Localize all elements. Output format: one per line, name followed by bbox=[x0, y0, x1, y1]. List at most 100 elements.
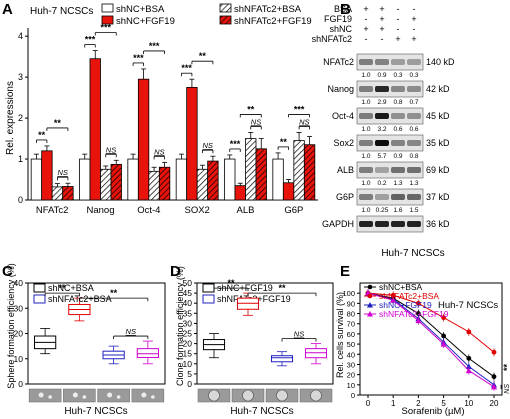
boxC-y-tick-label: 0 bbox=[18, 379, 23, 389]
panel-b-treatment-sign: + bbox=[363, 4, 368, 14]
panel-b-protein-label: Nanog bbox=[327, 84, 354, 94]
panel-b-treatment-sign: - bbox=[365, 14, 368, 24]
panel-a-bar bbox=[224, 158, 236, 201]
panel-b-mw-label: 140 kD bbox=[426, 57, 455, 67]
panel-b-blot-band bbox=[375, 194, 389, 200]
panel-b-blot-band bbox=[359, 59, 373, 65]
boxC-sample-image bbox=[131, 388, 165, 403]
panel-b-mw-label: 37 kD bbox=[426, 192, 450, 202]
panel-b-blot-band bbox=[359, 221, 373, 227]
panel-d-cell-label: Huh-7 NCSCs bbox=[230, 406, 293, 417]
panel-e-point bbox=[415, 317, 422, 324]
panel-b-treatment-sign: + bbox=[379, 4, 384, 14]
panel-a-x-tick-label: SOX2 bbox=[184, 205, 209, 216]
boxD-ns-label: NS bbox=[294, 330, 304, 339]
panel-b-blot-membrane bbox=[356, 107, 424, 125]
panel-a-sig-label: *** bbox=[149, 41, 160, 51]
panel-b-treatment-sign: + bbox=[379, 14, 384, 24]
boxC-y-tick-label: 10 bbox=[14, 354, 24, 364]
boxD-sample-well bbox=[242, 389, 254, 402]
boxC-sig-label: ** bbox=[110, 288, 118, 298]
boxC-sample-sphere bbox=[116, 395, 121, 399]
panel-b-density-value: 0.8 bbox=[393, 99, 402, 106]
panel-a-bar bbox=[41, 150, 53, 201]
panel-e: E Rel. cells survival (%) Sorafenib (µM)… bbox=[335, 263, 510, 417]
panel-e-point bbox=[466, 329, 472, 335]
legend-label-shnfatc2-fgf19: shNFATc2+FGF19 bbox=[234, 16, 312, 27]
panel-a: A Huh-7 NCSCs shNC+BSA shNFATc2+BSA shNC… bbox=[2, 1, 318, 216]
panel-b-treatment-sign: + bbox=[411, 34, 416, 44]
panel-e-x-tick-label: 2 bbox=[416, 399, 421, 408]
panel-a-ns-label: NS bbox=[299, 117, 309, 126]
legend-label-shnc-bsa: shNC+BSA bbox=[116, 4, 165, 15]
panel-a-sig-label: *** bbox=[294, 104, 305, 114]
panel-e-sig-label: ** bbox=[502, 363, 510, 371]
panel-a-bar bbox=[51, 186, 64, 201]
panel-e-legend-marker bbox=[367, 311, 373, 317]
panel-b-mw-label: 69 kD bbox=[426, 165, 450, 175]
panel-a-bar bbox=[186, 86, 198, 201]
panel-e-letter: E bbox=[340, 263, 350, 280]
panel-b-treatment-sign: - bbox=[397, 24, 400, 34]
panel-b-blot-band bbox=[359, 194, 373, 200]
panel-a-ns-label: NS bbox=[106, 145, 116, 154]
panel-a-sig-label: *** bbox=[100, 23, 111, 33]
panel-b-blot-band bbox=[407, 86, 421, 92]
panel-a-letter: A bbox=[2, 1, 13, 18]
panel-a-bar bbox=[245, 138, 257, 201]
panel-a-bar bbox=[175, 158, 188, 201]
panel-a-bar bbox=[137, 78, 150, 201]
boxC-y-tick-label: 30 bbox=[14, 303, 24, 313]
panel-b-protein-label: Oct-4 bbox=[332, 111, 354, 121]
panel-e-y-tick-label: 10 bbox=[347, 381, 355, 390]
panel-e-y-tick-label: 90 bbox=[347, 299, 355, 308]
panel-b-treatment-sign: - bbox=[397, 14, 400, 24]
panel-a-sig-label: ** bbox=[199, 51, 207, 61]
panel-a-bar bbox=[293, 140, 305, 201]
boxC-sample-sphere bbox=[82, 395, 87, 399]
panel-a-ylabel: Rel. expressions bbox=[5, 81, 16, 155]
panel-a-ns-label: NS bbox=[57, 168, 67, 177]
panel-d-letter: D bbox=[170, 263, 181, 280]
panel-a-ns-label: NS bbox=[202, 141, 212, 150]
panel-a-y-tick-label: 0 bbox=[18, 195, 23, 205]
boxD-box bbox=[304, 348, 328, 359]
boxC-sample-sphere bbox=[107, 392, 113, 398]
panel-b-blot-band bbox=[375, 167, 389, 173]
panel-b-treatment-sign: - bbox=[365, 34, 368, 44]
panel-e-legend-label: shNFATc2+FGF19 bbox=[379, 309, 449, 319]
panel-e-frame bbox=[359, 282, 503, 396]
panel-b-blot-band bbox=[407, 194, 421, 200]
panel-e-y-tick-label: 30 bbox=[347, 360, 355, 369]
panel-e-x-tick-label: 5 bbox=[441, 399, 446, 408]
panel-c-cell-label: Huh-7 NCSCs bbox=[64, 406, 127, 417]
panel-a-sig-label: *** bbox=[133, 53, 144, 63]
panel-d-ylabel: Clone formation efficiency (%) bbox=[175, 266, 185, 386]
panel-b-blot-band bbox=[375, 140, 389, 146]
panel-b-treatment-label: BSA bbox=[334, 4, 352, 14]
panel-b-density-value: 1.0 bbox=[361, 207, 370, 214]
panel-e-ns-label: NS bbox=[504, 384, 510, 394]
panel-b-blot-band bbox=[407, 167, 421, 173]
panel-a-ns-label: NS bbox=[154, 147, 164, 156]
panel-b-cell-label: Huh-7 NCSCs bbox=[381, 248, 444, 259]
panel-a-bar bbox=[89, 58, 101, 201]
panel-b-treatment-sign: + bbox=[395, 34, 400, 44]
panel-e-x-tick-label: 20 bbox=[490, 399, 499, 408]
panel-e-point bbox=[466, 355, 472, 361]
panel-b-treatment-sign: - bbox=[413, 24, 416, 34]
panel-e-x-tick-label: 10 bbox=[464, 399, 473, 408]
panel-b-treatment-label: shNFATc2 bbox=[312, 34, 352, 44]
boxD-sig-label: ** bbox=[227, 278, 235, 288]
panel-a-sig-label: *** bbox=[230, 139, 241, 149]
panel-e-point bbox=[441, 333, 446, 339]
panel-e-point bbox=[491, 374, 497, 380]
boxD-y-tick-label: 40 bbox=[183, 298, 193, 308]
panel-b-treatment-sign: + bbox=[411, 14, 416, 24]
boxD-sample-well bbox=[276, 389, 288, 402]
panel-b-density-value: 0.9 bbox=[393, 153, 402, 160]
panel-b-protein-label: GAPDH bbox=[322, 219, 354, 229]
boxD-box bbox=[270, 355, 294, 363]
panel-e-series-line bbox=[367, 292, 495, 378]
panel-a-bar bbox=[255, 148, 267, 201]
